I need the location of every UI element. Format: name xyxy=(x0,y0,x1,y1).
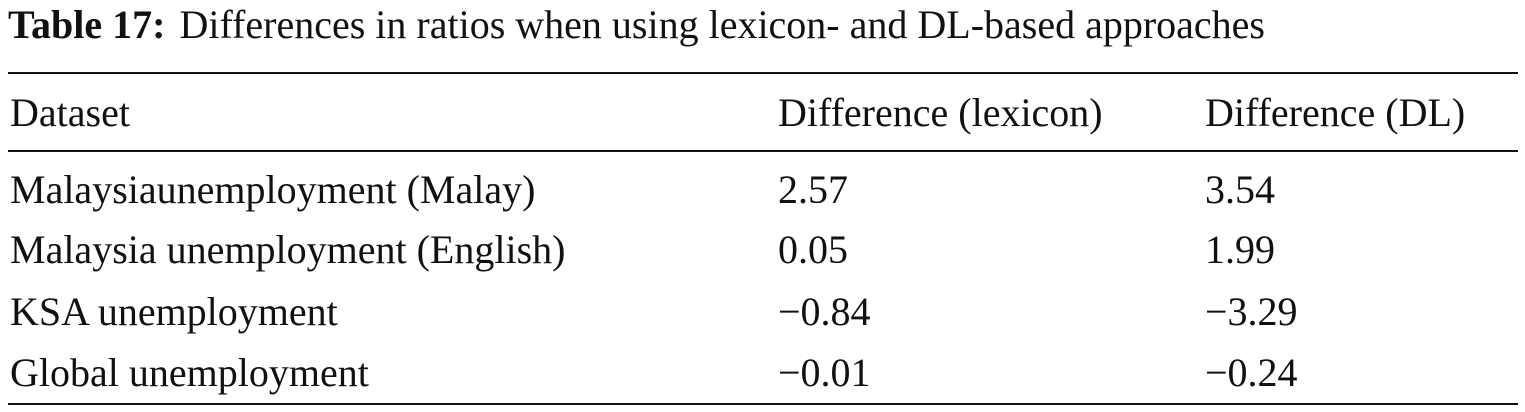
cell: 0.05 xyxy=(778,227,848,272)
row-label: Malaysiaunemployment (Malay) xyxy=(10,167,536,212)
row-label: Global unemployment xyxy=(10,350,369,395)
top-rule xyxy=(8,72,1518,74)
header-cell: Difference (DL) xyxy=(1205,90,1466,135)
cell: 1.99 xyxy=(1205,227,1275,272)
header-rule xyxy=(8,150,1518,152)
cell: −0.01 xyxy=(778,350,871,395)
caption: Table 17: Differences in ratios when usin… xyxy=(8,5,1265,45)
caption-label: Table 17: xyxy=(8,2,166,47)
caption-text: Differences in ratios when using lexicon… xyxy=(179,2,1265,47)
bottom-rule xyxy=(8,403,1518,405)
cell: −3.29 xyxy=(1205,289,1298,334)
cell: 2.57 xyxy=(778,167,848,212)
cell: 3.54 xyxy=(1205,167,1275,212)
cell: −0.24 xyxy=(1205,350,1298,395)
row-label: KSA unemployment xyxy=(10,289,338,334)
header-cell: Difference (lexicon) xyxy=(778,90,1103,135)
header-cell: Dataset xyxy=(10,90,130,135)
row-label: Malaysia unemployment (English) xyxy=(10,227,566,272)
cell: −0.84 xyxy=(778,289,871,334)
